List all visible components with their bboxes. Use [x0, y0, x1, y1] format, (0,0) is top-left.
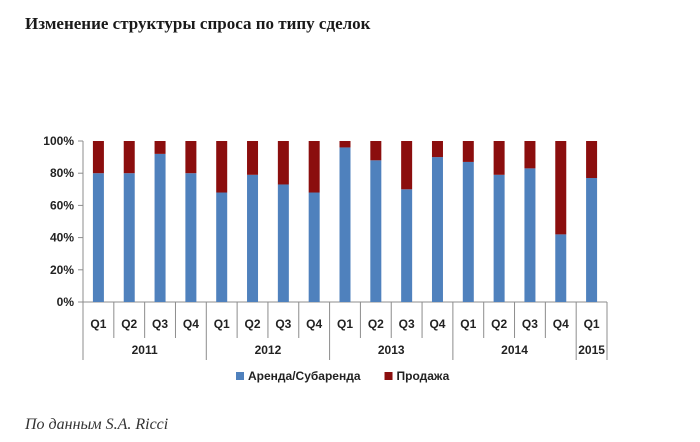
- y-tick-label: 60%: [50, 198, 74, 212]
- x-tick-label-quarter: Q1: [337, 317, 353, 331]
- chart-title: Изменение структуры спроса по типу сдело…: [25, 14, 371, 33]
- x-tick-label-quarter: Q1: [460, 317, 476, 331]
- bar-sale: [154, 141, 166, 154]
- bar-lease: [431, 157, 443, 302]
- x-tick-label-quarter: Q3: [522, 317, 538, 331]
- bar-sale: [401, 141, 413, 190]
- y-tick-label: 40%: [50, 231, 74, 245]
- x-tick-label-quarter: Q1: [214, 317, 230, 331]
- source-note: По данным S.A. Ricci: [25, 416, 169, 433]
- x-tick-label-quarter: Q3: [399, 317, 415, 331]
- legend-label-sale: Продажа: [397, 369, 450, 383]
- legend-swatch-sale: [384, 372, 393, 380]
- y-tick-label: 100%: [43, 134, 74, 148]
- bar-lease: [586, 178, 598, 302]
- bar-lease: [339, 147, 351, 302]
- bar-lease: [524, 168, 536, 302]
- bar-lease: [370, 160, 382, 302]
- bar-lease: [462, 161, 474, 302]
- x-tick-label-year: 2014: [501, 343, 528, 357]
- bar-sale: [555, 141, 567, 235]
- bar-sale: [493, 141, 505, 175]
- x-tick-label-quarter: Q2: [121, 317, 137, 331]
- x-tick-label-quarter: Q3: [152, 317, 168, 331]
- x-tick-label-quarter: Q4: [429, 317, 445, 331]
- legend-label-lease: Аренда/Субаренда: [248, 369, 361, 383]
- bar-lease: [493, 174, 505, 302]
- y-tick-label: 0%: [57, 295, 75, 309]
- x-tick-label-quarter: Q3: [275, 317, 291, 331]
- x-tick-label-quarter: Q2: [368, 317, 384, 331]
- bar-sale: [216, 141, 228, 193]
- bar-sale: [92, 141, 104, 174]
- bar-lease: [92, 173, 104, 302]
- y-tick-label: 80%: [50, 166, 74, 180]
- bar-sale: [277, 141, 289, 185]
- bar-sale: [123, 141, 135, 174]
- x-tick-label-quarter: Q4: [183, 317, 199, 331]
- bar-lease: [308, 192, 320, 302]
- bar-lease: [401, 189, 413, 302]
- x-tick-label-year: 2012: [255, 343, 282, 357]
- x-tick-label-quarter: Q1: [584, 317, 600, 331]
- x-tick-label-year: 2011: [132, 343, 158, 357]
- x-tick-label-quarter: Q1: [90, 317, 106, 331]
- bar-sale: [524, 141, 536, 169]
- bar-sale: [431, 141, 443, 158]
- bar-sale: [185, 141, 197, 174]
- bar-lease: [277, 184, 289, 302]
- bar-sale: [462, 141, 474, 162]
- bar-sale: [308, 141, 320, 193]
- bar-sale: [339, 141, 351, 148]
- bar-sale: [370, 141, 382, 161]
- bar-lease: [123, 173, 135, 302]
- x-tick-label-quarter: Q4: [553, 317, 569, 331]
- bar-sale: [586, 141, 598, 179]
- bar-lease: [154, 153, 166, 302]
- bar-lease: [247, 174, 259, 302]
- x-tick-label-quarter: Q2: [491, 317, 507, 331]
- bar-lease: [185, 173, 197, 302]
- bar-lease: [216, 192, 228, 302]
- bar-lease: [555, 234, 567, 302]
- y-tick-label: 20%: [50, 263, 74, 277]
- x-tick-label-year: 2015: [578, 343, 605, 357]
- x-tick-label-quarter: Q2: [245, 317, 261, 331]
- x-tick-label-quarter: Q4: [306, 317, 322, 331]
- legend-swatch-lease: [236, 372, 244, 380]
- bar-sale: [247, 141, 259, 175]
- x-tick-label-year: 2013: [378, 343, 405, 357]
